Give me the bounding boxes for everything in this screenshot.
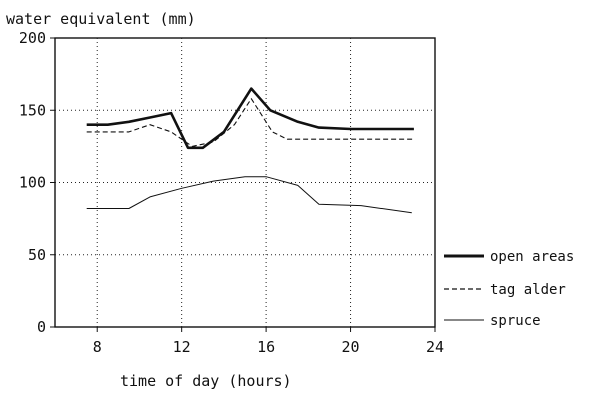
tick-labels: 8 12 16 20 24 0 50 100 150 200 — [19, 29, 444, 356]
x-tick-label: 24 — [426, 338, 444, 356]
y-tick-label: 200 — [19, 29, 46, 47]
y-tick-label: 50 — [28, 246, 46, 264]
x-tick-label: 8 — [93, 338, 102, 356]
y-tick-label: 100 — [19, 174, 46, 192]
y-tick-label: 0 — [37, 318, 46, 336]
axis-ticks — [50, 37, 436, 332]
legend: open areas tag alder spruce — [444, 249, 574, 329]
grid — [55, 38, 435, 327]
legend-label-open-areas: open areas — [490, 249, 574, 265]
x-tick-label: 20 — [342, 338, 360, 356]
series-line-tag-alder — [86, 98, 414, 147]
x-tick-label: 12 — [173, 338, 191, 356]
series-layer — [86, 87, 414, 214]
legend-label-tag-alder: tag alder — [490, 282, 566, 298]
series-line-open-areas — [86, 87, 414, 150]
series-line-spruce — [86, 176, 412, 214]
legend-label-spruce: spruce — [490, 313, 541, 329]
y-tick-label: 150 — [19, 101, 46, 119]
x-tick-label: 16 — [257, 338, 275, 356]
y-axis-label: water equivalent (mm) — [6, 10, 196, 28]
x-axis-label: time of day (hours) — [120, 372, 292, 390]
